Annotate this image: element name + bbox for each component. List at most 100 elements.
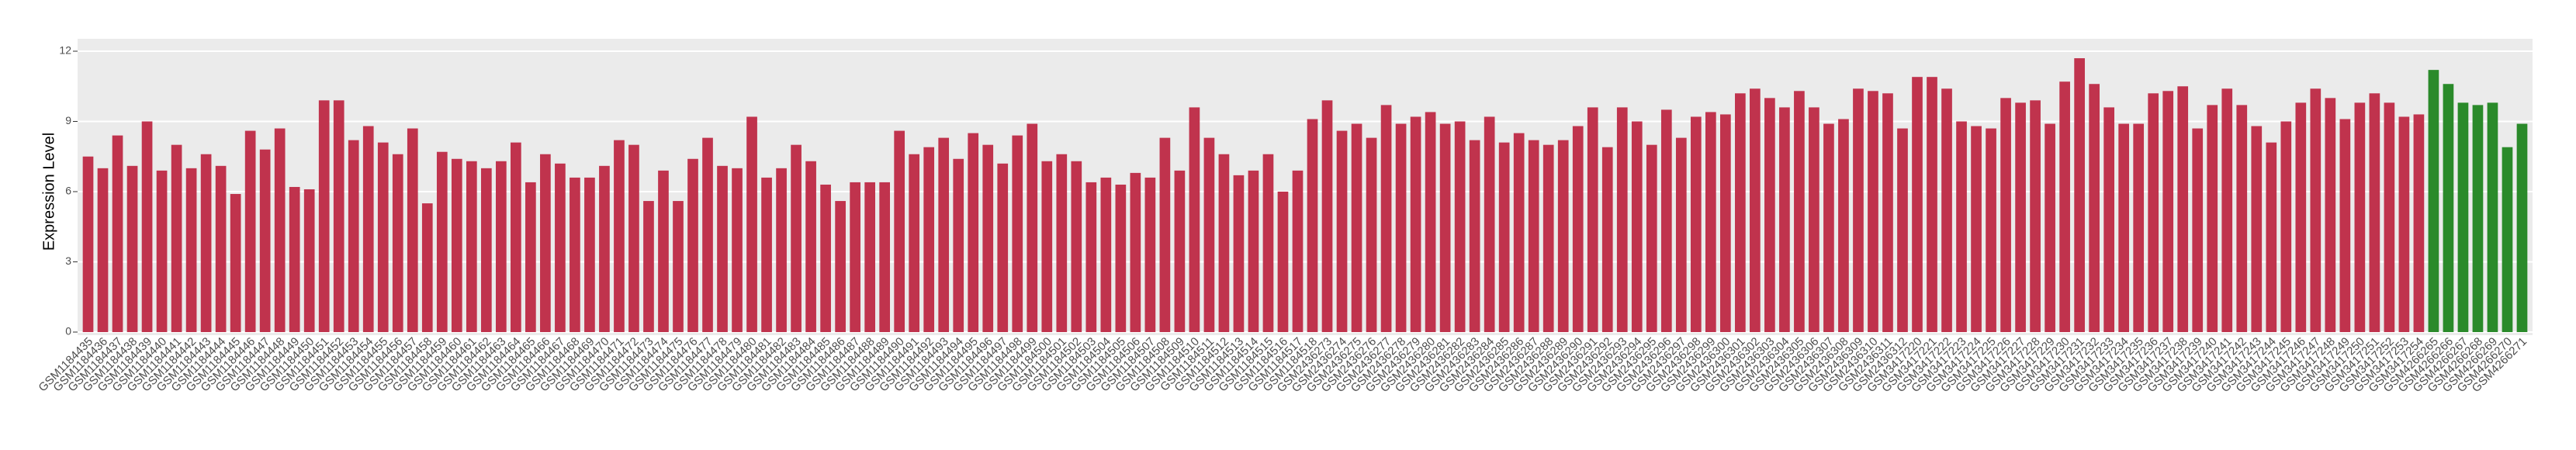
bar xyxy=(2398,116,2410,332)
bar xyxy=(1410,116,1421,332)
bar xyxy=(1750,88,1761,333)
bar xyxy=(879,182,891,332)
bar xyxy=(687,158,698,332)
bar xyxy=(1912,77,1923,332)
bar xyxy=(732,168,743,332)
bar xyxy=(1513,133,1525,333)
bar xyxy=(1027,123,1038,332)
bar xyxy=(1159,137,1171,332)
bar xyxy=(1174,170,1186,332)
bar xyxy=(1085,182,1097,332)
bar xyxy=(1572,126,1584,333)
bar xyxy=(1868,91,1878,333)
bar xyxy=(1307,119,1318,332)
bar xyxy=(511,142,521,332)
bar xyxy=(451,158,462,332)
bar xyxy=(628,144,639,332)
y-tick-label: 6 xyxy=(65,185,71,197)
bar xyxy=(1189,107,1200,332)
bar xyxy=(156,170,168,332)
bar xyxy=(614,140,625,332)
bar xyxy=(820,184,831,332)
bar xyxy=(1853,88,1864,333)
bar xyxy=(1660,109,1672,332)
bar xyxy=(570,177,580,332)
bar xyxy=(1719,114,1731,332)
bar xyxy=(421,203,433,332)
bar xyxy=(968,133,979,333)
bar xyxy=(1809,107,1819,332)
y-axis-title: Expression Level xyxy=(40,133,57,251)
bar xyxy=(2074,58,2085,333)
bar xyxy=(466,161,477,332)
bar xyxy=(1838,119,1849,332)
bar xyxy=(1764,98,1775,332)
bar xyxy=(2162,91,2174,333)
bar xyxy=(480,168,492,332)
bar xyxy=(1218,154,1230,332)
bar xyxy=(303,189,315,332)
bar xyxy=(835,201,846,332)
bar xyxy=(1927,77,1937,332)
bar xyxy=(1336,130,1348,333)
bar xyxy=(1675,137,1687,332)
bar xyxy=(1542,144,1554,332)
bar xyxy=(2207,105,2218,332)
bar xyxy=(1735,93,1746,333)
bar xyxy=(1203,137,1215,332)
bar xyxy=(2192,128,2204,333)
bar xyxy=(2177,86,2189,332)
bar xyxy=(1823,123,1834,332)
bar xyxy=(2251,126,2263,333)
bar xyxy=(333,100,345,332)
bar xyxy=(289,186,300,332)
bar xyxy=(2487,102,2498,332)
bar xyxy=(540,154,551,332)
bar xyxy=(1366,137,1377,332)
bar xyxy=(230,194,241,332)
bar xyxy=(2133,123,2145,332)
bar xyxy=(126,165,138,332)
bar xyxy=(2000,98,2011,332)
bar xyxy=(2221,88,2233,333)
bar xyxy=(584,177,595,332)
bar xyxy=(1056,154,1068,332)
bar xyxy=(1528,140,1539,332)
bar xyxy=(318,100,330,332)
bar xyxy=(2280,121,2292,332)
bar xyxy=(791,144,802,332)
bar xyxy=(1631,121,1643,332)
bar xyxy=(2472,105,2484,332)
bar xyxy=(1292,170,1304,332)
bar xyxy=(717,165,728,332)
bar xyxy=(1587,107,1598,332)
bar xyxy=(82,156,94,332)
bar xyxy=(407,128,418,333)
bar xyxy=(938,137,950,332)
bar xyxy=(1233,175,1245,332)
bar xyxy=(746,116,757,332)
bar xyxy=(1248,170,1259,332)
bar xyxy=(1498,142,1510,332)
bar xyxy=(171,144,182,332)
bar xyxy=(982,144,994,332)
bar xyxy=(1616,107,1628,332)
bar xyxy=(1262,154,1274,332)
y-tick-label: 9 xyxy=(65,114,71,126)
bar xyxy=(2118,123,2130,332)
bar xyxy=(658,170,669,332)
bar xyxy=(2325,98,2336,332)
bar xyxy=(1454,121,1466,332)
bar xyxy=(953,158,964,332)
bar xyxy=(805,161,816,332)
y-tick-label: 12 xyxy=(59,44,71,57)
bar xyxy=(274,128,286,333)
bar xyxy=(909,154,920,332)
bar xyxy=(2015,102,2026,332)
y-tick-label: 3 xyxy=(65,254,71,267)
bar xyxy=(1041,161,1053,332)
bar xyxy=(2103,107,2115,332)
bar xyxy=(495,161,507,332)
bar xyxy=(244,130,256,333)
